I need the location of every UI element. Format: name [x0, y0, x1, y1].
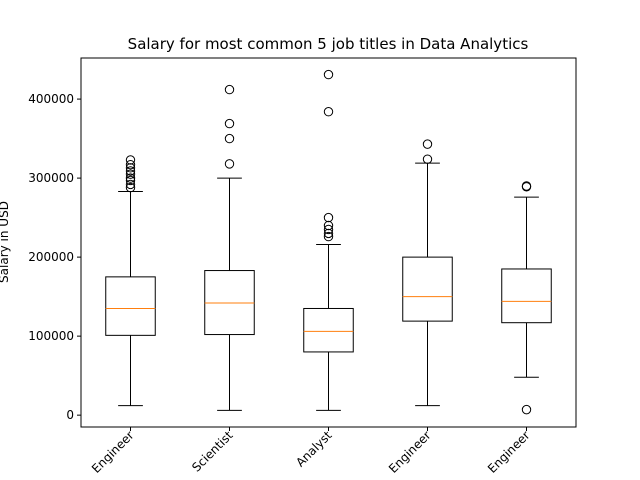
box-flier: [323, 212, 334, 223]
chart-marks: 0 100000 200000 300000 400000 Engineer Scienti…: [28, 69, 552, 476]
x-tick-label: Engineer: [89, 428, 137, 476]
box-flier: [323, 231, 334, 242]
box-body: [402, 256, 453, 322]
chart-title: Salary for most common 5 job titles in D…: [128, 35, 529, 53]
box-flier: [422, 154, 433, 164]
box-body: [105, 276, 156, 336]
y-tick-label: 400000: [28, 92, 74, 106]
box-flier: [224, 84, 235, 95]
y-tick-label: 300000: [28, 171, 74, 185]
box-flier: [125, 169, 136, 179]
box-flier: [125, 173, 136, 183]
box-flier: [224, 159, 235, 169]
box-flier: [224, 118, 235, 129]
box-flier: [125, 155, 136, 165]
box-flier: [125, 179, 136, 190]
x-tick-label: Scientist: [189, 428, 236, 475]
box-flier: [323, 69, 334, 80]
y-tick-label: 100000: [28, 329, 74, 343]
box-flier: [125, 175, 136, 186]
box-flier: [422, 139, 433, 149]
y-axis-label: Salary in USD: [0, 201, 11, 283]
box-flier: [224, 133, 235, 144]
y-tick-label: 0: [66, 408, 74, 422]
y-tick-label: 200000: [28, 250, 74, 264]
box-flier: [125, 159, 136, 170]
box-flier: [125, 166, 136, 176]
box-flier: [323, 107, 334, 117]
box-flier: [323, 224, 334, 235]
x-tick-label: Analyst: [293, 428, 335, 470]
x-tick-label: Engineer: [386, 428, 434, 476]
box-flier: [521, 404, 532, 415]
box-body: [303, 307, 354, 353]
box-flier: [125, 182, 136, 193]
box-body: [501, 268, 552, 324]
x-tick-label: Engineer: [485, 428, 533, 476]
box-flier: [521, 181, 532, 191]
